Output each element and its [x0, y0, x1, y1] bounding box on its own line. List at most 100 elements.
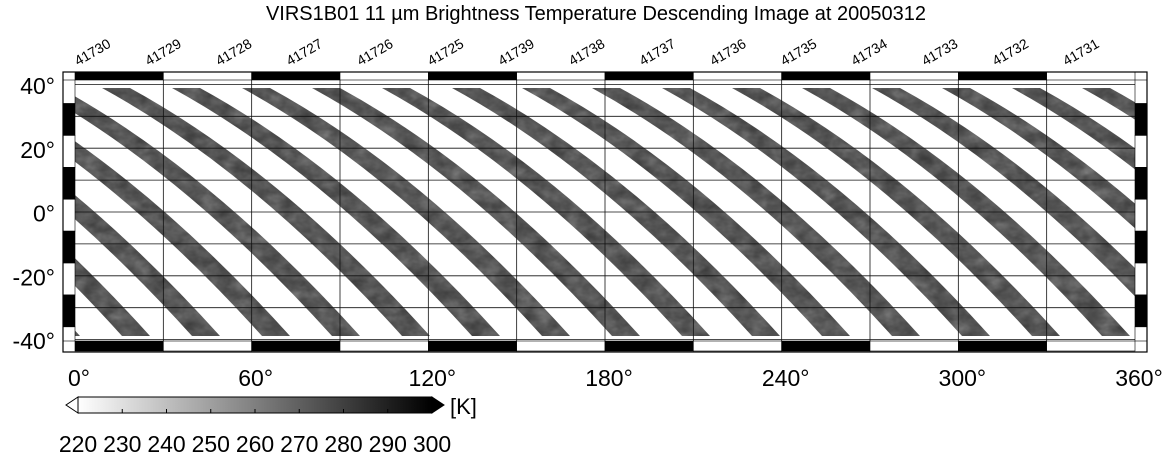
orbit-label: 41725: [425, 35, 467, 68]
graticule: [75, 78, 1135, 345]
swath-gap: [75, 219, 192, 336]
outer-border: [62, 71, 1148, 353]
swath-gap: [550, 88, 892, 336]
frame-segment: [1134, 135, 1148, 168]
frame-segment: [251, 340, 341, 352]
colorbar-label: 240: [147, 431, 185, 457]
lat-label: -20°: [13, 264, 55, 290]
lon-label: 240°: [762, 365, 810, 391]
swath-gap: [480, 88, 822, 336]
orbit-label: 41735: [778, 35, 820, 68]
frame-segment: [693, 340, 782, 352]
lat-label: -40°: [13, 328, 55, 354]
frame-segment: [62, 230, 76, 264]
lat-label: 40°: [20, 73, 55, 99]
colorbar-label: 300: [413, 431, 451, 457]
swath-gap: [690, 88, 1032, 336]
frame-segment: [516, 71, 606, 81]
orbit-label: 41727: [283, 35, 325, 68]
swath-gap: [970, 88, 1135, 204]
orbit-label: 41737: [636, 35, 678, 68]
frame-segment: [428, 71, 517, 81]
orbit-label: 41730: [72, 35, 114, 68]
frame-segment: [62, 262, 76, 296]
image-area: [75, 78, 1135, 345]
frame-segment: [62, 294, 76, 328]
frame-segment: [74, 340, 164, 352]
frame-segment: [1134, 167, 1148, 200]
orbit-label: 41729: [142, 35, 184, 68]
frame-segment: [781, 71, 871, 81]
frame-segment: [163, 71, 252, 81]
lon-label: 360°: [1115, 365, 1163, 391]
frame-segment: [1134, 294, 1148, 328]
lon-label: 0°: [68, 365, 90, 391]
colorbar: [K] 220 230 240 250 260 270 280 290 300: [59, 394, 477, 457]
colorbar-label: 250: [192, 431, 230, 457]
swath-gap: [620, 88, 962, 336]
frame-segment: [62, 326, 76, 342]
frame-segment: [62, 135, 76, 168]
orbit-label: 41726: [354, 35, 396, 68]
orbit-label: 41738: [566, 35, 608, 68]
frame-segment: [604, 71, 694, 81]
swath-gap: [75, 161, 262, 336]
frame-segment: [251, 71, 341, 81]
lon-label: 180°: [585, 365, 633, 391]
lon-label: 60°: [238, 365, 273, 391]
frame-segment: [1046, 71, 1136, 81]
frame-segment: [1134, 230, 1148, 264]
orbit-label: 41734: [848, 35, 890, 68]
swath-gap: [75, 113, 332, 336]
frame-segment: [781, 340, 871, 352]
colorbar-label: 260: [236, 431, 274, 457]
colorbar-low-arrow: [65, 396, 79, 414]
frame-segment: [62, 103, 76, 136]
frame-segment: [693, 71, 782, 81]
frame-segment: [1134, 79, 1148, 104]
frame-segment: [958, 71, 1047, 81]
frame-segment: [1134, 262, 1148, 296]
orbit-label: 41736: [707, 35, 749, 68]
frame-segment: [62, 167, 76, 200]
colorbar-unit: [K]: [450, 394, 477, 419]
orbit-label: 41732: [989, 35, 1031, 68]
colorbar-label: 280: [324, 431, 362, 457]
frame-segment: [163, 340, 252, 352]
frame-segment: [62, 198, 76, 232]
frame-segment: [1134, 198, 1148, 232]
lat-label: 0°: [33, 201, 55, 227]
frame-segment: [339, 71, 429, 81]
orbit-label: 41733: [919, 35, 961, 68]
swath-gap: [1110, 88, 1135, 103]
frame-segment: [339, 340, 429, 352]
orbit-label: 41728: [213, 35, 255, 68]
frame-segment: [62, 79, 76, 104]
swath-gap: [1040, 88, 1135, 149]
lon-label: 300°: [939, 365, 987, 391]
frame-segment: [428, 340, 517, 352]
lon-label: 120°: [409, 365, 457, 391]
frame-segment: [1046, 340, 1136, 352]
frame-segment: [74, 71, 164, 81]
frame-segment: [1134, 103, 1148, 136]
frame-segment: [516, 340, 606, 352]
orbit-label: 41731: [1060, 35, 1102, 68]
orbit-label: 41739: [495, 35, 537, 68]
swath-gap: [270, 88, 612, 336]
title: VIRS1B01 11 µm Brightness Temperature De…: [266, 3, 926, 25]
colorbar-label: 230: [103, 431, 141, 457]
lat-label: 20°: [20, 137, 55, 163]
colorbar-label: 290: [369, 431, 407, 457]
frame-segment: [604, 340, 694, 352]
swath-gap: [760, 88, 1102, 336]
swath-gap: [200, 88, 542, 336]
swath-gap: [340, 88, 682, 336]
colorbar-label: 270: [280, 431, 318, 457]
frame-segment: [869, 340, 959, 352]
swath-gap: [130, 88, 472, 336]
frame-segment: [958, 340, 1047, 352]
swath-gap: [410, 88, 752, 336]
swath-gap: [75, 286, 122, 336]
